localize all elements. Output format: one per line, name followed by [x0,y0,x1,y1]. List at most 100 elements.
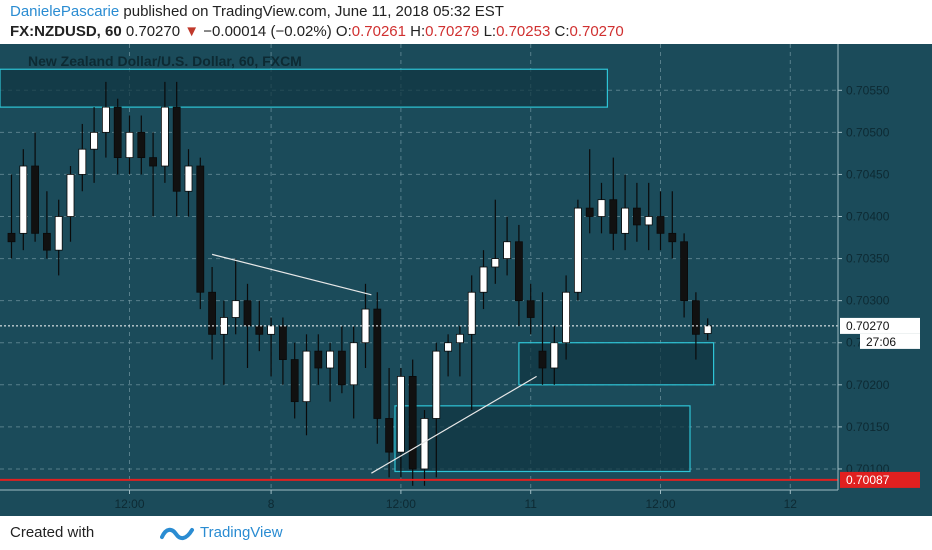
candle-up [267,325,276,335]
author-link[interactable]: DanielePascarie [10,3,120,20]
x-tick-label: 12:00 [386,497,416,511]
zone-box [0,68,609,108]
candle-up [19,165,28,234]
zone-box [518,342,715,386]
created-with-text: Created with [10,524,95,541]
y-tick-label: 0.70450 [846,167,890,181]
candle-up [550,342,559,369]
close-label: C: [554,23,570,40]
candle-down [7,232,16,243]
support-level-label: 0.70087 [846,473,890,487]
candle-down [314,350,323,369]
candle-down [680,241,688,302]
candle-up [703,325,712,334]
candle-down [373,308,382,419]
candle-up [444,342,453,352]
candle-down [113,106,122,159]
candle-down [408,375,417,470]
y-tick-label: 0.70300 [846,294,890,308]
open-value: 0.70261 [351,23,406,40]
candle-up [78,148,87,175]
trend-line [211,253,372,296]
change-text: −0.00014 (−0.02%) [203,23,332,40]
high-label: H: [410,23,426,40]
low-label: L: [483,23,497,40]
y-tick-label: 0.70150 [846,420,890,434]
trend-line [371,375,537,474]
candle-up [644,216,653,226]
candle-up [503,241,512,259]
candle-up [90,131,98,150]
published-text: published on TradingView.com, June 11, 2… [123,3,504,20]
candle-up [574,207,582,293]
countdown-box [860,333,920,349]
x-tick-label: 8 [268,497,275,511]
candle-down [633,207,641,226]
candle-up [302,350,311,403]
open-label: O: [335,23,352,40]
candle-down [137,131,146,159]
x-tick-label: 12:00 [645,497,675,511]
x-tick-label: 12:00 [114,497,144,511]
candle-down [585,207,594,217]
price-chart[interactable]: 0.70550 0.70500 0.70450 0.70400 0.70350 0.703… [0,44,932,516]
symbol-interval: FX:NZDUSD, 60 [10,23,122,40]
close-value: 0.70270 [569,23,624,40]
candle-down [31,165,40,234]
candle-up [455,333,464,344]
chart-title: New Zealand Dollar/U.S. Dollar, 60, FXCM [28,53,302,69]
footer: Created with TradingView [10,516,925,546]
candle-down [692,300,700,335]
tradingview-logo-icon[interactable] [160,524,196,542]
candle-up [349,342,358,386]
x-tick-label: 11 [524,497,537,511]
candle-up [231,300,240,318]
candle-up [125,131,134,159]
candle-up [597,199,606,217]
y-tick-label: 0.70400 [846,210,890,224]
y-tick-label: 0.70350 [846,252,890,266]
candle-up [102,106,110,133]
y-tick-label: 0.70550 [846,83,890,97]
last-price: 0.70270 [125,23,181,40]
candle-up [479,266,488,293]
publish-line: DanielePascarie published on TradingView… [10,2,925,22]
candle-down [668,232,677,243]
candle-up [467,291,476,335]
candle-down [526,300,535,318]
candle-down [385,418,394,453]
candle-down [515,241,523,302]
candles [7,81,712,486]
candle-down [538,350,547,369]
chart-header: DanielePascarie published on TradingView… [10,2,925,44]
candle-down [196,165,205,293]
tradingview-brand[interactable]: TradingView [200,524,283,541]
candle-down [255,325,264,335]
trend-lines [0,253,838,481]
candle-down [243,300,252,327]
candle-down [43,232,51,251]
candle-down [149,157,158,167]
candle-down [656,216,665,234]
candle-up [396,375,405,453]
last-price-box [840,317,920,334]
high-value: 0.70279 [425,23,480,40]
quote-line: FX:NZDUSD, 60 0.70270 ▼ −0.00014 (−0.02%… [10,22,925,42]
candle-down [278,325,287,360]
candle-up [562,291,570,344]
change-down-icon: ▼ [184,23,200,40]
time-axis[interactable]: 12:00 8 12:00 11 12:00 12 [114,490,797,511]
candle-up [326,350,335,369]
zone-box [394,405,691,473]
support-level-box [840,471,920,488]
candle-down [609,199,618,234]
y-tick-label: 0.70200 [846,378,890,392]
price-labels: 0.70270 27:06 0.70087 [840,317,920,488]
y-tick-label: 0.70500 [846,125,890,139]
countdown-label: 27:06 [866,335,896,349]
candle-up [66,174,75,217]
x-tick-label: 12 [784,497,798,511]
candle-up [54,216,63,251]
candle-down [290,359,299,403]
candle-up [184,165,193,192]
